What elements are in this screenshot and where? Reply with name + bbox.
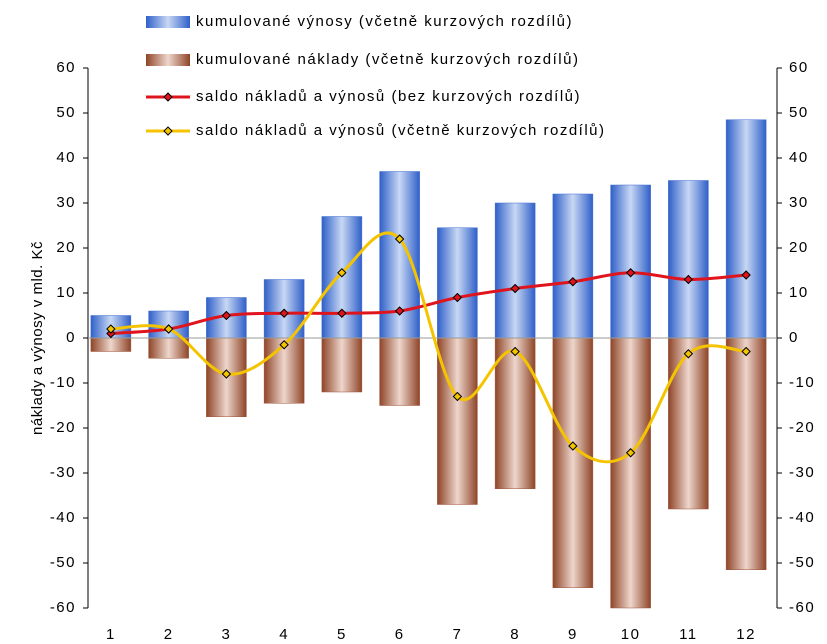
x-tick-label: 9 xyxy=(568,626,578,643)
marker xyxy=(683,274,694,285)
bar xyxy=(668,337,709,510)
y2-tick-label: -50 xyxy=(789,554,815,571)
y-tick-label: 10 xyxy=(56,284,76,301)
marker xyxy=(568,277,578,287)
marker xyxy=(279,340,289,350)
x-tick-label: 10 xyxy=(621,626,641,643)
y2-tick-label: -10 xyxy=(789,374,815,391)
marker xyxy=(625,268,636,278)
bar xyxy=(610,337,651,609)
y-axis-title: náklady a výnosy v mld. Kč xyxy=(29,241,46,435)
line xyxy=(110,271,747,335)
y2-tick-label: -40 xyxy=(789,509,815,526)
bar xyxy=(725,119,767,339)
marker xyxy=(510,346,520,357)
marker xyxy=(337,268,347,278)
marker xyxy=(741,270,751,280)
y-tick-label: -50 xyxy=(50,554,76,571)
legend-label: saldo nákladů a výnosů (včetně kurzových… xyxy=(196,122,606,139)
x-tick-label: 1 xyxy=(106,626,116,643)
x-tick-label: 2 xyxy=(164,626,174,643)
bar xyxy=(552,193,594,339)
y-tick-label: -40 xyxy=(50,509,76,526)
bar xyxy=(494,337,536,489)
bar xyxy=(668,180,709,339)
y2-tick-label: 0 xyxy=(789,329,799,346)
x-tick-label: 8 xyxy=(510,626,520,643)
marker xyxy=(394,234,405,244)
bar xyxy=(437,337,478,505)
y2-tick-label: -20 xyxy=(789,419,815,436)
y2-tick-label: 10 xyxy=(789,284,809,301)
x-tick-label: 3 xyxy=(221,626,231,643)
bar xyxy=(90,337,132,352)
x-tick-label: 7 xyxy=(452,626,462,643)
y-tick-label: 60 xyxy=(56,59,76,76)
y2-tick-label: -60 xyxy=(789,599,815,616)
bar xyxy=(610,184,651,339)
y2-tick-label: 60 xyxy=(789,59,809,76)
x-tick-label: 5 xyxy=(337,626,347,643)
marker xyxy=(741,346,751,357)
legend-swatch xyxy=(146,16,190,28)
bar xyxy=(437,227,478,339)
y-tick-label: -30 xyxy=(50,464,76,481)
marker xyxy=(625,448,636,458)
marker xyxy=(510,283,520,294)
y2-tick-label: 20 xyxy=(789,239,809,256)
bar xyxy=(725,337,767,570)
marker xyxy=(337,308,347,318)
marker xyxy=(683,349,694,359)
legend-marker xyxy=(163,92,173,102)
y-tick-label: 0 xyxy=(66,329,76,346)
marker xyxy=(452,292,463,303)
legend-label: kumulované náklady (včetně kurzových roz… xyxy=(196,51,579,68)
y2-tick-label: 40 xyxy=(789,149,809,166)
marker xyxy=(279,308,289,318)
legend-label: kumulované výnosy (včetně kurzových rozd… xyxy=(196,13,573,30)
bar xyxy=(148,337,189,359)
y-tick-label: 20 xyxy=(56,239,76,256)
marker xyxy=(221,310,232,321)
legend-label: saldo nákladů a výnosů (bez kurzových ro… xyxy=(196,88,581,105)
y-tick-label: -10 xyxy=(50,374,76,391)
y-tick-label: -60 xyxy=(50,599,76,616)
bar xyxy=(379,337,420,406)
bar xyxy=(321,337,363,393)
marker xyxy=(106,324,116,334)
bar xyxy=(494,202,536,339)
y2-tick-label: 50 xyxy=(789,104,809,121)
y-tick-label: 40 xyxy=(56,149,76,166)
marker xyxy=(394,306,405,316)
y2-tick-label: -30 xyxy=(789,464,815,481)
x-tick-label: 4 xyxy=(279,626,289,643)
y-tick-label: 30 xyxy=(56,194,76,211)
marker xyxy=(452,391,463,402)
x-tick-label: 12 xyxy=(736,626,756,643)
y-tick-label: 50 xyxy=(56,104,76,121)
marker xyxy=(163,324,174,334)
y2-tick-label: 30 xyxy=(789,194,809,211)
legend-marker xyxy=(163,126,173,136)
x-tick-label: 6 xyxy=(395,626,405,643)
x-tick-label: 11 xyxy=(679,626,698,643)
marker xyxy=(221,369,232,379)
marker xyxy=(568,441,578,451)
bar xyxy=(552,337,594,588)
legend-swatch xyxy=(146,54,190,66)
y-tick-label: -20 xyxy=(50,419,76,436)
